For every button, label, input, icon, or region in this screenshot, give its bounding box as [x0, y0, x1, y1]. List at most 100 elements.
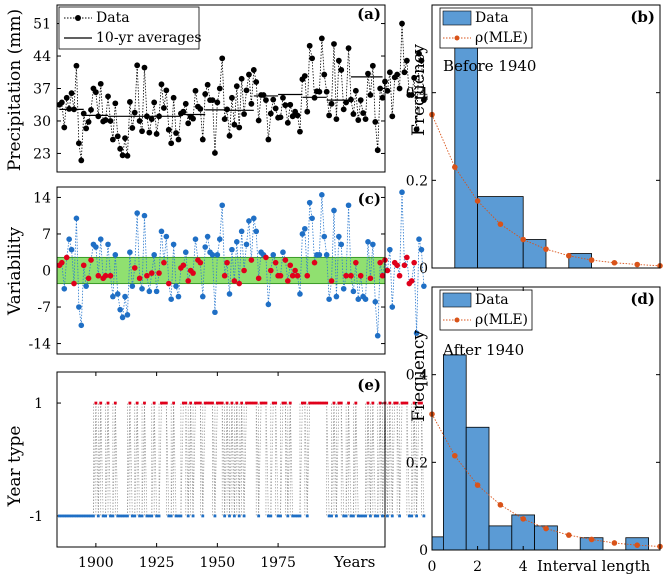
data-point [151, 99, 158, 106]
data-point [109, 136, 116, 143]
extreme-year-point [323, 252, 330, 258]
type-line [241, 403, 245, 516]
mle-fit-point [566, 532, 572, 538]
panel-c-ytick-label: -7 [37, 300, 51, 316]
extreme-year-point [76, 304, 82, 310]
extreme-year-point [119, 314, 126, 321]
type-line [224, 403, 228, 516]
data-point [214, 99, 221, 106]
type-plus-point [184, 401, 188, 405]
data-point [318, 35, 325, 42]
panel-e-xtick-label: 1950 [200, 555, 236, 571]
mle-fit-point [452, 452, 458, 459]
extreme-year-point [93, 244, 99, 250]
legend-fit-marker [454, 35, 460, 41]
extreme-year-point [173, 283, 179, 289]
type-minus-point [186, 514, 190, 518]
type-plus-point [249, 401, 253, 405]
data-point [316, 88, 323, 95]
type-line [416, 403, 420, 516]
extreme-year-point [374, 332, 381, 339]
type-line [406, 403, 410, 516]
extreme-year-point [350, 288, 357, 295]
type-minus-point [359, 514, 363, 518]
type-minus-point [291, 514, 295, 518]
type-minus-point [344, 514, 348, 518]
extreme-year-point [134, 210, 140, 216]
data-point [355, 117, 362, 123]
data-point [124, 152, 131, 159]
data-point [270, 96, 277, 103]
normal-year-point [411, 259, 417, 266]
type-line [112, 403, 116, 516]
type-minus-point [342, 514, 346, 518]
type-minus-point [327, 514, 331, 518]
extreme-year-point [362, 296, 369, 303]
data-point [231, 121, 238, 128]
type-line [190, 403, 194, 516]
type-plus-point [259, 401, 263, 405]
type-minus-point [70, 514, 73, 518]
type-line [377, 403, 381, 516]
panel-e-ytick-label: 1 [34, 396, 43, 412]
panel-a-ytick-label: 37 [33, 82, 51, 98]
type-line [136, 403, 140, 516]
extreme-year-point [387, 246, 393, 253]
data-point [153, 131, 160, 137]
type-minus-point [82, 514, 86, 518]
data-point [348, 96, 354, 103]
type-plus-point [347, 401, 350, 405]
extreme-year-point [280, 249, 286, 256]
mle-fit-point [634, 261, 640, 268]
panel-c-ytick-label: 7 [42, 227, 51, 243]
extreme-year-point [238, 228, 245, 235]
data-point [131, 109, 138, 116]
type-line [333, 403, 337, 516]
data-point [372, 119, 379, 125]
type-minus-point [150, 514, 154, 518]
extreme-year-point [212, 309, 218, 316]
data-point [289, 113, 296, 120]
type-minus-point [276, 514, 280, 518]
type-minus-point [349, 514, 353, 518]
type-plus-point [288, 401, 292, 405]
type-minus-point [167, 514, 171, 518]
type-line [421, 403, 425, 516]
histogram-bar [431, 536, 444, 551]
type-minus-point [228, 514, 231, 518]
extreme-year-point [355, 296, 362, 303]
extreme-year-point [243, 241, 250, 248]
normal-year-point [328, 278, 335, 284]
data-point [85, 119, 92, 125]
type-plus-point [235, 401, 239, 405]
panel-c-axes [56, 186, 386, 355]
normal-year-point [102, 272, 109, 279]
data-point [253, 79, 260, 85]
data-point [202, 91, 209, 97]
normal-year-point [282, 257, 289, 263]
panel-e-label: (e) [357, 376, 381, 394]
type-minus-point [369, 514, 372, 518]
mle-fit-point [497, 221, 504, 227]
extreme-year-point [302, 225, 308, 232]
data-point [78, 157, 85, 164]
normal-year-point [268, 267, 274, 274]
type-plus-point [160, 401, 163, 405]
type-plus-point [262, 401, 265, 405]
hist-ytick-label: 0.2 [406, 455, 428, 471]
type-line [114, 403, 119, 516]
data-point [105, 93, 111, 100]
type-line [165, 403, 170, 516]
data-point [146, 129, 153, 136]
type-plus-point [189, 401, 193, 405]
extreme-year-point [336, 233, 342, 240]
hist-ytick-label: 0.4 [406, 86, 428, 102]
data-point [250, 67, 257, 73]
type-line [306, 403, 311, 516]
data-point [80, 110, 87, 117]
data-point [379, 94, 386, 101]
data-point [362, 116, 369, 123]
data-point [156, 113, 162, 120]
normal-year-point [396, 272, 403, 279]
data-point [141, 64, 148, 71]
